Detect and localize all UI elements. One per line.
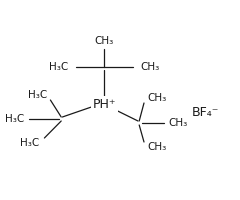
Text: H₃C: H₃C bbox=[49, 62, 68, 72]
Text: CH₃: CH₃ bbox=[95, 36, 114, 46]
Text: CH₃: CH₃ bbox=[168, 118, 187, 128]
Text: BF₄⁻: BF₄⁻ bbox=[192, 106, 219, 118]
Text: H₃C: H₃C bbox=[5, 114, 24, 124]
Text: H₃C: H₃C bbox=[28, 90, 47, 100]
Text: CH₃: CH₃ bbox=[148, 93, 167, 103]
Text: CH₃: CH₃ bbox=[148, 142, 167, 152]
Text: CH₃: CH₃ bbox=[140, 62, 159, 72]
Text: H₃C: H₃C bbox=[20, 138, 40, 148]
Text: PH⁺: PH⁺ bbox=[93, 98, 116, 112]
